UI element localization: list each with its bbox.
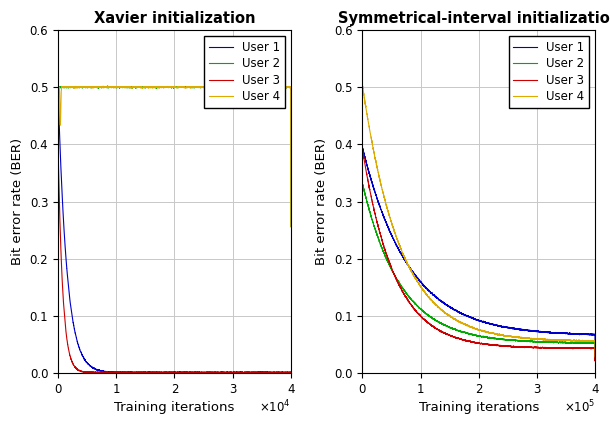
User 3 bbox=[359, 147, 366, 152]
User 1 bbox=[469, 316, 476, 321]
User 3 bbox=[54, 259, 62, 264]
Line: User 3: User 3 bbox=[58, 156, 291, 373]
User 2 bbox=[161, 84, 168, 89]
User 4 bbox=[104, 83, 111, 89]
User 4 bbox=[203, 85, 210, 90]
User 2 bbox=[229, 85, 237, 90]
User 3 bbox=[54, 153, 62, 158]
User 3 bbox=[287, 370, 295, 375]
User 3 bbox=[174, 370, 182, 375]
Line: User 1: User 1 bbox=[362, 148, 595, 354]
User 1 bbox=[54, 229, 62, 234]
Line: User 2: User 2 bbox=[362, 184, 595, 358]
User 4 bbox=[469, 325, 476, 330]
User 4 bbox=[569, 338, 576, 343]
User 1 bbox=[229, 370, 236, 375]
User 4 bbox=[54, 234, 62, 239]
User 3 bbox=[229, 370, 237, 375]
User 1 bbox=[569, 331, 576, 337]
User 4 bbox=[359, 226, 366, 231]
User 3 bbox=[173, 370, 181, 375]
User 4 bbox=[407, 267, 414, 272]
User 2 bbox=[67, 85, 74, 90]
User 2 bbox=[287, 224, 295, 229]
User 4 bbox=[229, 85, 237, 90]
Line: User 4: User 4 bbox=[58, 86, 291, 237]
Title: Symmetrical-interval initialization: Symmetrical-interval initialization bbox=[337, 11, 610, 26]
User 2 bbox=[359, 276, 366, 281]
User 4 bbox=[174, 85, 182, 90]
User 1 bbox=[592, 351, 599, 357]
User 2 bbox=[478, 334, 486, 339]
User 1 bbox=[478, 319, 486, 324]
Y-axis label: Bit error rate (BER): Bit error rate (BER) bbox=[315, 138, 328, 265]
User 2 bbox=[174, 85, 182, 90]
User 2 bbox=[359, 181, 366, 187]
X-axis label: Training iterations: Training iterations bbox=[418, 401, 539, 414]
User 2 bbox=[224, 84, 231, 89]
User 4 bbox=[359, 83, 366, 88]
User 1 bbox=[67, 304, 74, 309]
User 1 bbox=[161, 370, 168, 375]
User 4 bbox=[123, 84, 131, 89]
User 2 bbox=[469, 332, 476, 337]
User 2 bbox=[592, 355, 599, 360]
User 2 bbox=[364, 203, 371, 208]
Title: Xavier initialization: Xavier initialization bbox=[94, 11, 255, 26]
User 1 bbox=[362, 157, 369, 162]
Y-axis label: Bit error rate (BER): Bit error rate (BER) bbox=[11, 138, 24, 265]
User 2 bbox=[123, 85, 131, 90]
User 3 bbox=[67, 356, 74, 361]
User 4 bbox=[362, 102, 369, 107]
User 3 bbox=[359, 258, 366, 263]
User 3 bbox=[592, 358, 599, 363]
Line: User 2: User 2 bbox=[58, 86, 291, 230]
User 1 bbox=[54, 92, 62, 97]
Text: $\times10^{4}$: $\times10^{4}$ bbox=[259, 398, 291, 415]
User 3 bbox=[203, 370, 210, 375]
User 3 bbox=[569, 345, 576, 351]
User 4 bbox=[161, 85, 168, 90]
Line: User 1: User 1 bbox=[58, 95, 291, 373]
User 2 bbox=[362, 193, 369, 199]
User 4 bbox=[67, 85, 74, 90]
User 2 bbox=[569, 340, 576, 345]
User 1 bbox=[359, 258, 366, 263]
Text: $\times10^{5}$: $\times10^{5}$ bbox=[564, 398, 595, 415]
X-axis label: Training iterations: Training iterations bbox=[114, 401, 235, 414]
User 3 bbox=[161, 370, 168, 375]
User 1 bbox=[287, 370, 295, 375]
User 1 bbox=[229, 370, 237, 375]
Legend: User 1, User 2, User 3, User 4: User 1, User 2, User 3, User 4 bbox=[204, 36, 285, 108]
User 4 bbox=[364, 118, 371, 123]
User 3 bbox=[362, 164, 369, 170]
User 4 bbox=[478, 328, 486, 333]
User 3 bbox=[364, 178, 371, 183]
User 3 bbox=[407, 301, 414, 306]
User 1 bbox=[407, 266, 414, 271]
User 1 bbox=[174, 370, 182, 375]
Line: User 4: User 4 bbox=[362, 86, 595, 357]
User 3 bbox=[478, 341, 486, 346]
User 1 bbox=[364, 166, 371, 171]
User 1 bbox=[123, 369, 131, 374]
User 4 bbox=[592, 354, 599, 360]
User 1 bbox=[203, 370, 210, 375]
User 2 bbox=[54, 227, 62, 233]
User 1 bbox=[359, 145, 366, 150]
User 2 bbox=[203, 85, 210, 90]
Line: User 3: User 3 bbox=[362, 150, 595, 361]
User 4 bbox=[287, 224, 295, 229]
Legend: User 1, User 2, User 3, User 4: User 1, User 2, User 3, User 4 bbox=[509, 36, 589, 108]
User 2 bbox=[407, 296, 414, 301]
User 3 bbox=[469, 340, 476, 345]
User 3 bbox=[123, 370, 131, 375]
